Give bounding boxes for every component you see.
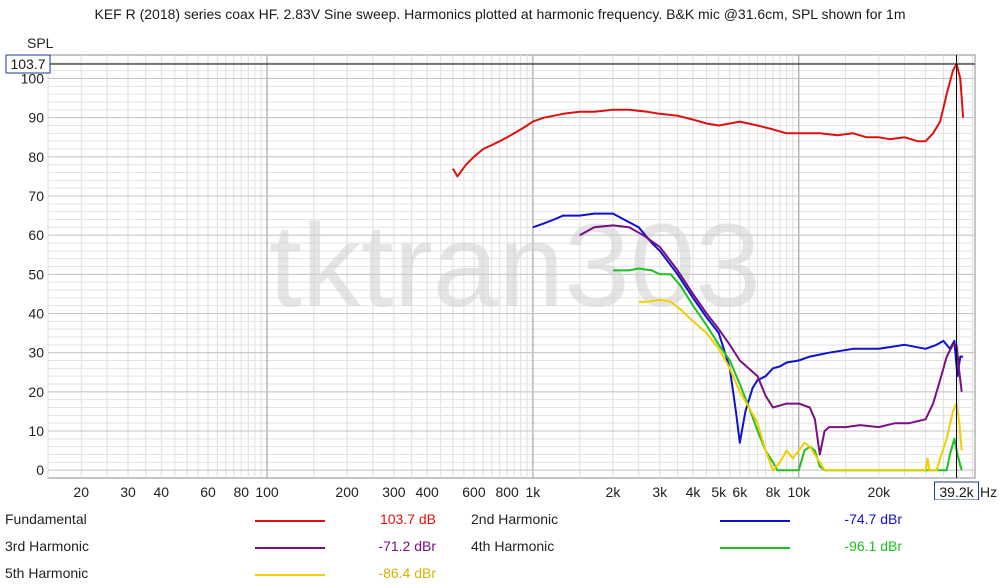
series-line-2nd-harmonic[interactable]	[532, 212, 964, 444]
x-tick-label: 20	[73, 484, 89, 500]
cursor-y-readout: 103.7	[10, 56, 45, 72]
x-tick-label: 10k	[788, 484, 812, 500]
x-tick-label: 40	[153, 484, 169, 500]
x-tick-label: 8k	[766, 484, 782, 500]
cursor-x-readout-box	[934, 481, 980, 500]
x-tick-label: 400	[415, 484, 439, 500]
chart-title: KEF R (2018) series coax HF. 2.83V Sine …	[94, 6, 906, 22]
x-axis-unit: Hz	[980, 484, 997, 500]
x-tick-label: 100	[255, 484, 279, 500]
x-tick-label: 200	[335, 484, 359, 500]
y-tick-label: 10	[28, 423, 44, 439]
y-axis-label: SPL	[27, 35, 54, 51]
legend-swatch-3rd-harmonic	[255, 547, 325, 549]
y-tick-label: 50	[28, 266, 44, 282]
x-tick-label: 2k	[606, 484, 622, 500]
x-tick-label: 300	[382, 484, 406, 500]
x-tick-label: 1k	[526, 484, 542, 500]
y-tick-label: 70	[28, 188, 44, 204]
legend-name-4th-harmonic[interactable]: 4th Harmonic	[471, 538, 555, 554]
legend-value-4th-harmonic: -96.1 dBr	[844, 538, 902, 554]
x-tick-label: 3k	[652, 484, 668, 500]
legend: Fundamental 103.7 dB 2nd Harmonic -74.7 …	[0, 505, 1000, 585]
legend-swatch-5th-harmonic	[255, 574, 325, 576]
series-line-3rd-harmonic[interactable]	[579, 224, 963, 456]
series-line-fundamental[interactable]	[452, 63, 965, 178]
y-tick-label: 0	[36, 462, 44, 478]
x-tick-label: 80	[233, 484, 249, 500]
x-tick-label: 60	[200, 484, 216, 500]
y-tick-label: 90	[28, 110, 44, 126]
x-tick-label: 5k	[711, 484, 727, 500]
legend-swatch-4th-harmonic	[720, 547, 790, 549]
x-axis-ticks: 20 30 40 60 80 100 200 300 400 600 800 1k 2k 3k 4k 5k 6k…	[73, 484, 891, 500]
x-tick-label: 4k	[686, 484, 702, 500]
legend-name-5th-harmonic[interactable]: 5th Harmonic	[5, 565, 89, 581]
grid-major	[48, 55, 975, 478]
legend-value-2nd-harmonic: -74.7 dBr	[844, 511, 902, 527]
x-tick-label: 6k	[732, 484, 748, 500]
y-tick-label: 40	[28, 306, 44, 322]
legend-name-2nd-harmonic[interactable]: 2nd Harmonic	[471, 511, 559, 527]
legend-value-3rd-harmonic: -71.2 dBr	[378, 538, 436, 554]
x-tick-label: 600	[462, 484, 486, 500]
watermark: tktran303	[269, 200, 761, 332]
legend-value-fundamental: 103.7 dB	[379, 511, 436, 527]
x-tick-label: 800	[495, 484, 519, 500]
y-axis-ticks: 0 10 20 30 40 50 60 70 80 90 100	[21, 71, 45, 479]
series-layer	[452, 63, 965, 472]
y-tick-label: 100	[21, 71, 45, 87]
legend-swatch-2nd-harmonic	[720, 520, 790, 522]
y-tick-label: 30	[28, 345, 44, 361]
cursor-y-readout-box	[5, 54, 51, 74]
x-tick-label: 30	[120, 484, 136, 500]
y-tick-label: 80	[28, 149, 44, 165]
legend-name-fundamental[interactable]: Fundamental	[5, 511, 87, 527]
legend-name-3rd-harmonic[interactable]: 3rd Harmonic	[5, 538, 90, 554]
legend-swatch-fundamental	[255, 520, 325, 522]
grid-minor	[47, 54, 976, 479]
series-line-5th-harmonic[interactable]	[638, 298, 963, 472]
y-tick-label: 60	[28, 227, 44, 243]
x-tick-label: 20k	[868, 484, 892, 500]
frequency-response-chart[interactable]: tktran303 0 10 20 30 40 50 60 70 80 90 100 20 30 40 6…	[0, 0, 1000, 500]
cursor-x-readout: 39.2k	[939, 484, 974, 500]
legend-value-5th-harmonic: -86.4 dBr	[378, 565, 436, 581]
cursor: 103.7 39.2k	[5, 54, 980, 500]
y-tick-label: 20	[28, 384, 44, 400]
